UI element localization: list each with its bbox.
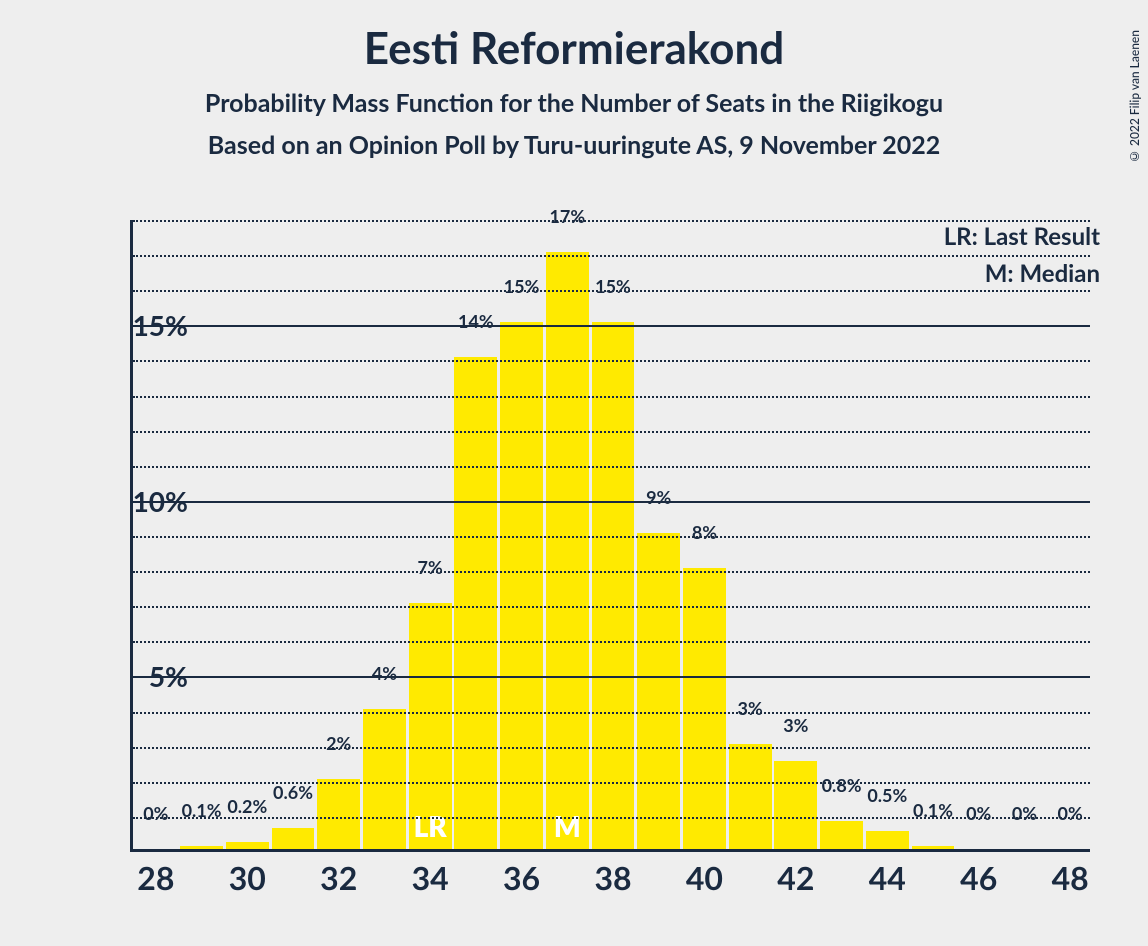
x-tick-label: 36 bbox=[503, 858, 540, 897]
bar-value-label: 3% bbox=[738, 697, 763, 719]
x-tick-label: 42 bbox=[777, 858, 814, 897]
x-tick-label: 28 bbox=[137, 858, 174, 897]
bar-value-label: 17% bbox=[549, 205, 585, 227]
gridline-minor bbox=[133, 712, 1090, 714]
bar-value-label: 0.5% bbox=[867, 784, 907, 806]
bar-value-label: 0% bbox=[966, 802, 991, 824]
chart-subtitle-1: Probability Mass Function for the Number… bbox=[0, 88, 1148, 118]
gridline-major bbox=[133, 501, 1090, 503]
bar-value-label: 3% bbox=[783, 714, 808, 736]
bar-value-label: 0% bbox=[1012, 802, 1037, 824]
gridline-minor bbox=[133, 466, 1090, 468]
last-result-marker: LR bbox=[414, 809, 447, 843]
gridline-minor bbox=[133, 431, 1090, 433]
bar-value-label: 15% bbox=[504, 275, 540, 297]
bar bbox=[683, 568, 726, 849]
gridline-major bbox=[133, 676, 1090, 678]
chart-subtitle-2: Based on an Opinion Poll by Turu-uuringu… bbox=[0, 130, 1148, 160]
gridline-minor bbox=[133, 220, 1090, 222]
bar-value-label: 0.8% bbox=[822, 774, 862, 796]
bar-value-label: 0.6% bbox=[273, 781, 313, 803]
gridline-minor bbox=[133, 360, 1090, 362]
y-tick-label: 15% bbox=[98, 308, 188, 342]
gridline-minor bbox=[133, 747, 1090, 749]
bar bbox=[226, 842, 269, 849]
bar bbox=[272, 828, 315, 849]
chart-title: Eesti Reformierakond bbox=[0, 22, 1148, 74]
y-tick-label: 5% bbox=[98, 659, 188, 693]
bar-value-label: 4% bbox=[372, 662, 397, 684]
gridline-minor bbox=[133, 290, 1090, 292]
bar bbox=[729, 744, 772, 849]
gridline-minor bbox=[133, 782, 1090, 784]
x-tick-label: 46 bbox=[960, 858, 997, 897]
gridline-minor bbox=[133, 536, 1090, 538]
x-tick-label: 40 bbox=[686, 858, 723, 897]
copyright-text: © 2022 Filip van Laenen bbox=[1127, 30, 1142, 164]
bar bbox=[592, 322, 635, 849]
bar-value-label: 14% bbox=[458, 310, 494, 332]
bars-layer: 0%0.1%0.2%0.6%2%4%7%LR14%15%17%M15%9%8%3… bbox=[133, 220, 1090, 849]
x-tick-label: 34 bbox=[412, 858, 449, 897]
bar-value-label: 0% bbox=[143, 802, 168, 824]
bar-value-label: 15% bbox=[595, 275, 631, 297]
bar bbox=[546, 252, 589, 849]
gridline-minor bbox=[133, 817, 1090, 819]
gridline-minor bbox=[133, 396, 1090, 398]
x-tick-label: 32 bbox=[320, 858, 357, 897]
bar bbox=[363, 709, 406, 849]
plot-area: 0%0.1%0.2%0.6%2%4%7%LR14%15%17%M15%9%8%3… bbox=[130, 220, 1090, 852]
chart-container: LR: Last Result M: Median 0%0.1%0.2%0.6%… bbox=[60, 220, 1100, 920]
bar bbox=[500, 322, 543, 849]
x-tick-label: 38 bbox=[594, 858, 631, 897]
bar bbox=[912, 846, 955, 850]
bar-value-label: 7% bbox=[418, 556, 443, 578]
bar-value-label: 8% bbox=[692, 521, 717, 543]
gridline-minor bbox=[133, 606, 1090, 608]
gridline-minor bbox=[133, 571, 1090, 573]
bar bbox=[774, 761, 817, 849]
median-marker: M bbox=[554, 809, 581, 843]
x-tick-label: 44 bbox=[869, 858, 906, 897]
y-tick-label: 10% bbox=[98, 484, 188, 518]
bar-value-label: 0% bbox=[1058, 802, 1083, 824]
bar bbox=[180, 846, 223, 850]
bar-value-label: 2% bbox=[326, 732, 351, 754]
gridline-minor bbox=[133, 255, 1090, 257]
bar bbox=[317, 779, 360, 849]
bar-value-label: 0.2% bbox=[227, 795, 267, 817]
bar-value-label: 9% bbox=[646, 486, 671, 508]
x-tick-label: 48 bbox=[1052, 858, 1089, 897]
bar bbox=[820, 821, 863, 849]
gridline-major bbox=[133, 325, 1090, 327]
bar bbox=[866, 831, 909, 849]
gridline-minor bbox=[133, 641, 1090, 643]
bar bbox=[637, 533, 680, 849]
x-tick-label: 30 bbox=[229, 858, 266, 897]
